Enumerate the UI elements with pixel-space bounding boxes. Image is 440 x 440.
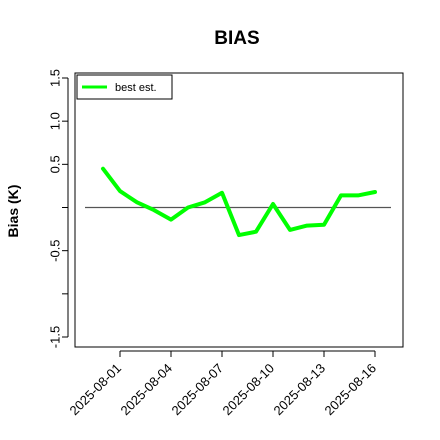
x-tick-label: 2025-08-13 bbox=[270, 361, 328, 419]
x-tick-label: 2025-08-01 bbox=[66, 361, 124, 419]
data-point bbox=[101, 167, 105, 171]
data-point bbox=[356, 193, 360, 197]
y-tick-label: 1.5 bbox=[48, 69, 63, 87]
legend: best est. bbox=[76, 74, 173, 100]
data-point bbox=[203, 200, 207, 204]
data-point bbox=[271, 202, 275, 206]
y-tick-label: 1.0 bbox=[48, 112, 63, 130]
x-tick-label: 2025-08-10 bbox=[219, 361, 277, 419]
series-line-best-est bbox=[101, 166, 377, 238]
y-axis-label: Bias (K) bbox=[5, 185, 21, 238]
data-point bbox=[373, 190, 377, 194]
legend-label: best est. bbox=[115, 82, 157, 94]
data-point bbox=[135, 200, 139, 204]
data-point bbox=[220, 191, 224, 195]
y-axis: -1.5 -0.5 0.5 1.0 1.5 bbox=[48, 69, 69, 348]
x-axis: 2025-08-012025-08-042025-08-072025-08-10… bbox=[66, 350, 379, 419]
chart-title: BIAS bbox=[214, 28, 259, 49]
x-tick-label: 2025-08-07 bbox=[168, 361, 226, 419]
data-point bbox=[169, 218, 173, 222]
data-point bbox=[254, 230, 258, 234]
x-tick-label: 2025-08-16 bbox=[321, 361, 379, 419]
data-point bbox=[322, 223, 326, 227]
data-point bbox=[118, 189, 122, 193]
data-point bbox=[305, 224, 309, 228]
data-point bbox=[152, 208, 156, 212]
y-tick-label: -1.5 bbox=[48, 326, 63, 348]
y-tick-label: 0.5 bbox=[48, 155, 63, 173]
data-point bbox=[288, 228, 292, 232]
data-point bbox=[237, 233, 241, 237]
y-tick-label: -0.5 bbox=[48, 239, 63, 261]
data-point bbox=[339, 193, 343, 197]
x-tick-label: 2025-08-04 bbox=[117, 361, 175, 419]
data-point bbox=[186, 206, 190, 209]
series-layer bbox=[85, 166, 391, 238]
plot-frame bbox=[74, 72, 404, 348]
